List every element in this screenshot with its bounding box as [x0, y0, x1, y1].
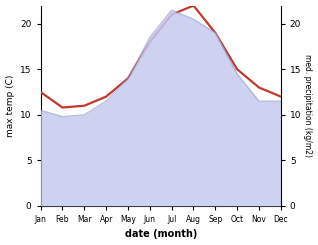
X-axis label: date (month): date (month)	[125, 230, 197, 239]
Y-axis label: med. precipitation (kg/m2): med. precipitation (kg/m2)	[303, 54, 313, 157]
Y-axis label: max temp (C): max temp (C)	[5, 74, 15, 137]
